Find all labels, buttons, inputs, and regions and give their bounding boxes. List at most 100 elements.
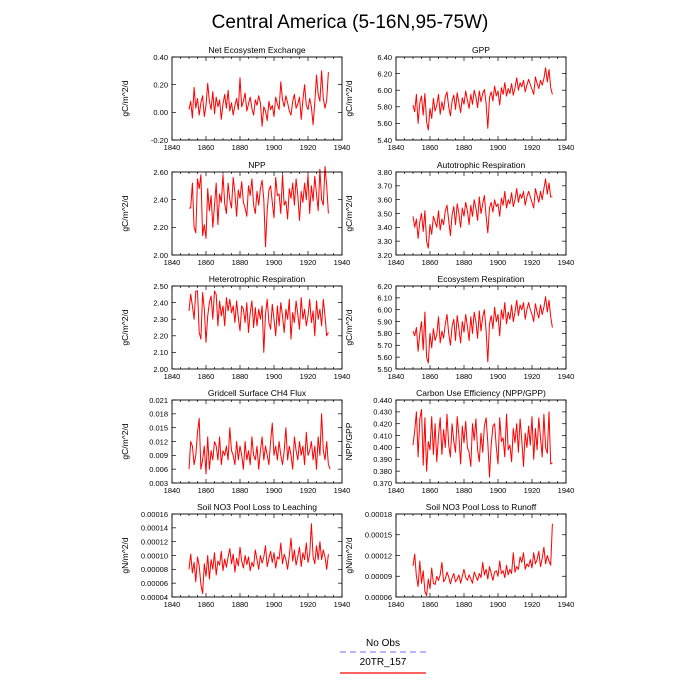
y-tick-label: 2.50 [153, 282, 168, 291]
panel-autotrophic-respiration: Autotrophic Respiration gC/m^2/d 1840 1860 1… [344, 160, 574, 267]
y-tick-label: 2.00 [153, 365, 168, 374]
x-tick-label: 1900 [490, 486, 507, 495]
x-tick-label: 1920 [300, 486, 317, 495]
series-line-20tr-157 [412, 523, 553, 597]
plot-frame [395, 285, 567, 370]
panel-title: Gridcell Surface CH4 Flux [208, 388, 307, 398]
panel-ecosystem-respiration: Ecosystem Respiration gC/m^2/d 1840 1860 188… [344, 274, 574, 381]
y-tick-label: 0.380 [373, 467, 392, 476]
y-tick-label: 0.440 [373, 396, 392, 405]
legend: No Obs 20TR_157 [340, 638, 426, 674]
y-tick-label: 3.60 [377, 195, 392, 204]
x-tick-label: 1920 [524, 143, 541, 152]
y-tick-label: 6.10 [377, 294, 392, 303]
y-axis-label: gC/m^2/d [120, 195, 130, 231]
panel-title: Ecosystem Respiration [438, 274, 525, 284]
x-tick-label: 1880 [456, 143, 473, 152]
x-tick-label: 1860 [422, 143, 439, 152]
y-tick-label: 2.10 [153, 348, 168, 357]
y-tick-label: 0.021 [149, 396, 168, 405]
y-tick-label: 5.80 [377, 329, 392, 338]
panel-title: Soil NO3 Pool Loss to Runoff [426, 502, 537, 512]
x-tick-label: 1860 [422, 372, 439, 381]
plot-frame [171, 285, 343, 370]
series-line-20tr-157 [412, 178, 553, 249]
x-tick-label: 1880 [456, 258, 473, 267]
y-tick-label: 0.006 [149, 465, 168, 474]
plot-frame [395, 513, 567, 598]
panel-grid: Net Ecosystem Exchange gC/m^2/d 1840 1860 18… [120, 45, 574, 609]
figure-title: Central America (5-16N,95-75W) [212, 12, 489, 33]
x-tick-label: 1900 [266, 143, 283, 152]
y-tick-label: 0.430 [373, 408, 392, 417]
y-tick-label: 6.40 [377, 53, 392, 62]
y-tick-label: -0.20 [151, 136, 168, 145]
panel-soil-no3-pool-loss-to-leaching: Soil NO3 Pool Loss to Leaching gN/m^2/d 18… [120, 502, 350, 609]
x-tick-label: 1880 [456, 486, 473, 495]
x-tick-label: 1840 [388, 486, 405, 495]
x-tick-label: 1940 [334, 143, 351, 152]
y-axis-label: NPP/GPP [344, 422, 354, 460]
x-tick-label: 1880 [232, 372, 249, 381]
x-tick-label: 1920 [524, 258, 541, 267]
x-tick-label: 1940 [558, 600, 575, 609]
y-axis-label: gC/m^2/d [344, 80, 354, 116]
x-tick-label: 1900 [490, 372, 507, 381]
y-tick-label: 3.20 [377, 251, 392, 260]
series-line-20tr-157 [189, 166, 329, 248]
y-tick-label: 3.40 [377, 223, 392, 232]
x-tick-label: 1940 [334, 372, 351, 381]
y-tick-label: 6.00 [377, 306, 392, 315]
plot-frame [395, 171, 567, 256]
panel-title: NPP [248, 160, 266, 170]
y-tick-label: 0.00018 [365, 510, 392, 519]
x-tick-label: 1880 [456, 372, 473, 381]
x-tick-label: 1840 [164, 143, 181, 152]
y-tick-label: 0.009 [149, 451, 168, 460]
x-tick-label: 1860 [198, 600, 215, 609]
x-tick-label: 1880 [232, 486, 249, 495]
x-tick-label: 1920 [524, 372, 541, 381]
x-tick-label: 1900 [266, 258, 283, 267]
y-tick-label: 0.00015 [365, 531, 392, 540]
y-tick-label: 3.50 [377, 209, 392, 218]
plot-frame [171, 56, 343, 141]
y-tick-label: 5.40 [377, 136, 392, 145]
x-tick-label: 1940 [334, 258, 351, 267]
x-tick-label: 1840 [388, 143, 405, 152]
y-tick-label: 2.60 [153, 168, 168, 177]
y-axis-label: gN/m^2/d [120, 537, 130, 573]
y-tick-label: 0.00006 [141, 579, 168, 588]
y-tick-label: 3.70 [377, 182, 392, 191]
series-line-20tr-157 [412, 296, 553, 364]
x-tick-label: 1860 [198, 258, 215, 267]
y-axis-label: gC/m^2/d [120, 80, 130, 116]
y-tick-label: 0.003 [149, 479, 168, 488]
x-tick-label: 1940 [334, 486, 351, 495]
x-tick-label: 1880 [456, 600, 473, 609]
y-tick-label: 5.80 [377, 103, 392, 112]
panel-carbon-use-efficiency-npp-gpp: Carbon Use Efficiency (NPP/GPP) NPP/GPP 18… [344, 388, 574, 495]
panel-title: Carbon Use Efficiency (NPP/GPP) [416, 388, 546, 398]
x-tick-label: 1920 [524, 600, 541, 609]
y-tick-label: 2.20 [153, 223, 168, 232]
panel-soil-no3-pool-loss-to-runoff: Soil NO3 Pool Loss to Runoff gN/m^2/d 1840… [344, 502, 574, 609]
plot-frame [395, 56, 567, 141]
y-tick-label: 0.40 [153, 53, 168, 62]
y-tick-label: 0.410 [373, 431, 392, 440]
x-tick-label: 1840 [164, 372, 181, 381]
y-tick-label: 0.018 [149, 410, 168, 419]
y-tick-label: 5.90 [377, 317, 392, 326]
y-tick-label: 0.00014 [141, 524, 168, 533]
y-tick-label: 0.390 [373, 455, 392, 464]
x-tick-label: 1900 [490, 258, 507, 267]
x-tick-label: 1940 [334, 600, 351, 609]
y-axis-label: gC/m^2/d [344, 195, 354, 231]
legend-label-no-obs: No Obs [366, 638, 400, 649]
y-tick-label: 0.00009 [365, 572, 392, 581]
series-line-20tr-157 [412, 67, 553, 131]
y-tick-label: 0.00016 [141, 510, 168, 519]
y-tick-label: 0.012 [149, 437, 168, 446]
panel-title: Heterotrophic Respiration [209, 274, 306, 284]
